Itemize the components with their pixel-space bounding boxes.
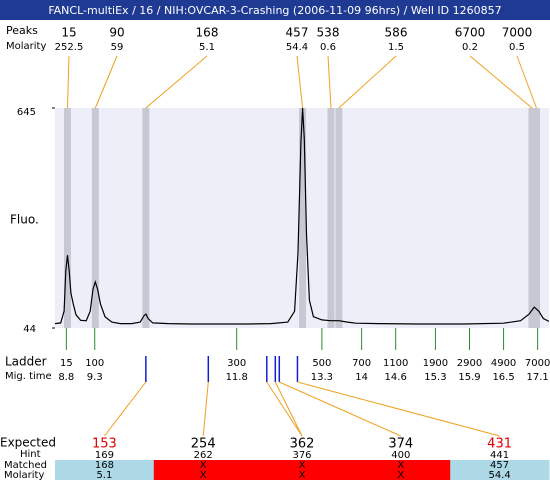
expected-label: Expected — [0, 436, 56, 450]
match-cell — [55, 460, 155, 480]
peak-leader — [469, 55, 533, 109]
peak-molarity: 0.5 — [509, 42, 525, 53]
peak-molarity: 0.6 — [320, 42, 336, 53]
expected-leader — [274, 381, 303, 437]
matched-molarity: X — [299, 470, 306, 480]
ladder-time: 14.6 — [385, 372, 407, 383]
match-cell — [153, 460, 254, 480]
expected-size: 153 — [92, 437, 117, 452]
peak-leader — [66, 55, 70, 109]
peak-size: 6700 — [455, 26, 486, 40]
peak-leader — [94, 55, 118, 109]
molarity-label: Molarity — [4, 470, 44, 480]
expected-size: 374 — [388, 437, 413, 452]
matched-molarity: 5.1 — [96, 470, 112, 480]
peak-size: 7000 — [502, 26, 533, 40]
ladder-time: 11.8 — [226, 372, 248, 383]
matched-size: X — [397, 460, 404, 471]
peak-molarity: 1.5 — [388, 42, 404, 53]
peak-size: 538 — [317, 26, 340, 40]
ladder-size: 1900 — [423, 358, 448, 369]
matched-size: X — [200, 460, 207, 471]
ladder-time: 9.3 — [87, 372, 103, 383]
peak-band — [142, 108, 150, 328]
peak-leader — [338, 55, 397, 109]
y-axis-label: Fluo. — [10, 213, 39, 227]
y-tick-label: 645 — [17, 107, 36, 118]
peak-size: 15 — [61, 26, 76, 40]
match-cell — [351, 460, 451, 480]
expected-size: 431 — [487, 437, 512, 452]
peak-molarity: 5.1 — [199, 42, 215, 53]
matched-molarity: X — [200, 470, 207, 480]
peak-band — [335, 108, 343, 328]
peak-band — [91, 108, 99, 328]
mig-time-label: Mig. time — [5, 371, 52, 382]
expected-size: 362 — [290, 437, 315, 452]
ladder-size: 7000 — [525, 358, 550, 369]
matched-size: 168 — [95, 460, 114, 471]
hint-size: 376 — [292, 450, 311, 461]
peak-molarity: 0.2 — [462, 42, 478, 53]
ladder-size: 15 — [60, 358, 73, 369]
ladder-size: 500 — [312, 358, 331, 369]
match-cell — [450, 460, 550, 480]
expected-leader — [279, 381, 402, 437]
ladder-time: 8.8 — [58, 372, 74, 383]
peak-leader — [296, 55, 304, 109]
ladder-label: Ladder — [5, 355, 47, 369]
ladder-size: 1100 — [383, 358, 408, 369]
peak-size: 586 — [385, 26, 408, 40]
ladder-size: 100 — [85, 358, 104, 369]
peaks-row-label: Peaks — [6, 24, 38, 37]
peak-leader — [327, 55, 332, 109]
ladder-time: 15.9 — [458, 372, 480, 383]
peak-size: 90 — [109, 26, 124, 40]
hint-size: 262 — [194, 450, 213, 461]
molarity-row-label: Molarity — [6, 41, 46, 52]
ladder-size: 4900 — [491, 358, 516, 369]
expected-leader — [104, 381, 147, 437]
ladder-size: 2900 — [457, 358, 482, 369]
peak-band — [528, 108, 536, 328]
matched-molarity: 54.4 — [488, 470, 510, 480]
hint-label: Hint — [20, 449, 41, 460]
expected-leader — [266, 381, 303, 437]
ladder-time: 17.1 — [527, 372, 549, 383]
expected-leader — [297, 381, 500, 437]
trace — [54, 107, 550, 325]
ladder-time: 13.3 — [311, 372, 333, 383]
peak-band — [299, 108, 307, 328]
title-bar — [0, 0, 550, 20]
hint-size: 441 — [490, 450, 509, 461]
ladder-time: 16.5 — [492, 372, 514, 383]
ladder-time: 15.3 — [424, 372, 446, 383]
expected-size: 254 — [191, 437, 216, 452]
peak-band — [63, 108, 71, 328]
peak-leader — [145, 55, 208, 109]
matched-size: X — [299, 460, 306, 471]
peak-size: 168 — [196, 26, 219, 40]
peak-molarity: 59 — [111, 42, 124, 53]
y-tick-label: 44 — [23, 324, 36, 335]
peak-leader — [516, 55, 537, 109]
hint-size: 400 — [391, 450, 410, 461]
peak-band — [327, 108, 335, 328]
matched-molarity: X — [397, 470, 404, 480]
peak-molarity: 252.5 — [55, 42, 84, 53]
expected-leader — [202, 381, 209, 437]
peak-size: 457 — [286, 26, 309, 40]
matched-size: 457 — [490, 460, 509, 471]
peak-band — [533, 108, 541, 328]
ladder-size: 700 — [352, 358, 371, 369]
title: FANCL-multiEx / 16 / NIH:OVCAR-3-Crashin… — [48, 4, 501, 17]
match-cell — [252, 460, 352, 480]
ladder-time: 14 — [355, 372, 368, 383]
matched-label: Matched — [4, 460, 47, 471]
ladder-size: 300 — [227, 358, 246, 369]
hint-size: 169 — [95, 450, 114, 461]
peak-molarity: 54.4 — [286, 42, 308, 53]
